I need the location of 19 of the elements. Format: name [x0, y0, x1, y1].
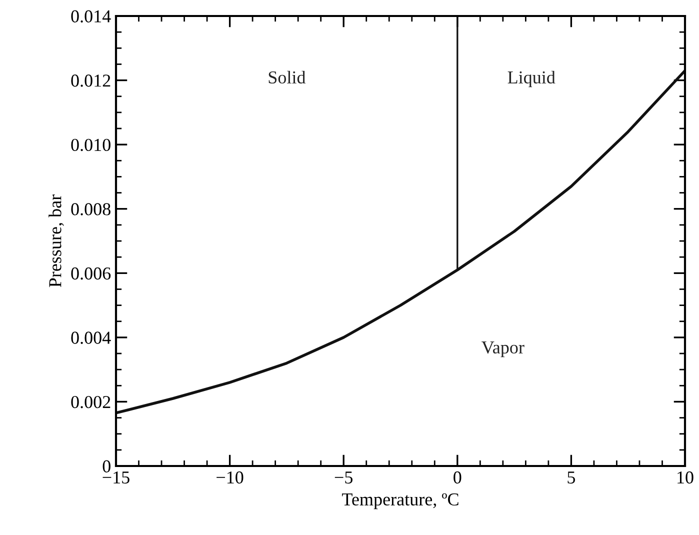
y-tick-label: 0.010: [71, 138, 110, 152]
y-tick-label: 0.004: [71, 332, 111, 344]
y-tick-label: 0.002: [71, 396, 110, 408]
x-tick-label: −10: [216, 471, 244, 484]
y-tick-label: 0: [102, 460, 110, 472]
x-tick-label: −15: [102, 471, 130, 484]
y-tick-label: 0.012: [71, 74, 110, 87]
annotation: Solid: [268, 70, 306, 84]
annotation: Liquid: [508, 70, 556, 88]
x-tick-label: 5: [568, 472, 576, 484]
x-tick-label: −5: [334, 472, 352, 484]
y-tick-label: 0.008: [71, 203, 110, 216]
x-axis-title: Temperature, ºC: [342, 493, 458, 510]
y-tick-label: 0.006: [71, 267, 111, 280]
annotation: Vapor: [482, 342, 524, 358]
x-tick-label: 0: [454, 471, 462, 484]
y-tick-label: 0.014: [71, 10, 111, 23]
y-axis-title: Pressure, bar: [48, 194, 64, 288]
x-tick-label: 10: [678, 471, 694, 484]
